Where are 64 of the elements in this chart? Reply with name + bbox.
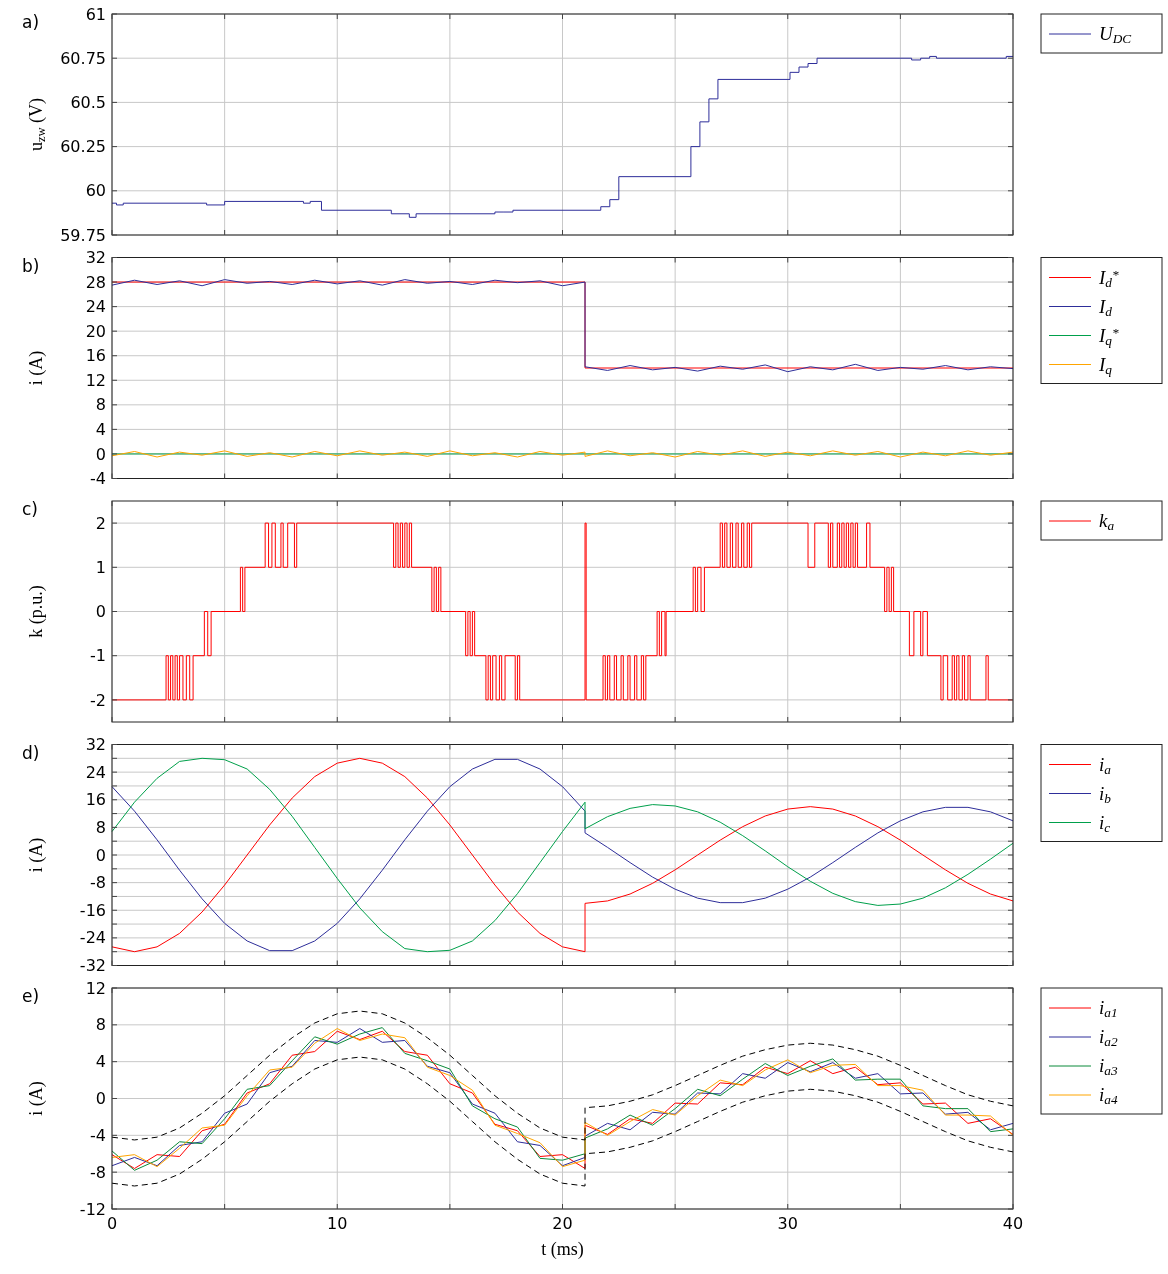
y-tick-label: -4	[90, 1125, 106, 1145]
y-tick-label: 8	[95, 817, 106, 837]
x-tick-label: 20	[552, 1214, 573, 1233]
x-axis-title: t (ms)	[541, 1239, 584, 1260]
y-tick-label: 32	[85, 735, 106, 755]
x-tick-label: 10	[327, 1214, 348, 1233]
legend-label: k$_{a}$	[1099, 510, 1115, 534]
text: b)	[22, 255, 40, 276]
y-tick-label: 60.75	[60, 48, 106, 68]
y-tick-label: -8	[90, 873, 106, 893]
y-tick-label: -4	[90, 469, 106, 489]
legend-label: i$_{c}$	[1099, 811, 1111, 835]
text: e)	[22, 986, 40, 1006]
y-tick-label: 59.75	[60, 225, 106, 245]
y-tick-label: 16	[85, 790, 106, 810]
y-tick-label: -12	[79, 1199, 106, 1219]
text: a)	[22, 12, 40, 32]
legend-label: i$_{a}$	[1099, 753, 1112, 777]
y-tick-label: 16	[85, 346, 106, 366]
y-tick-label: 20	[85, 321, 106, 341]
y-axis-title: i (A)	[26, 1081, 47, 1116]
y-tick-label: 32	[85, 248, 106, 268]
y-tick-label: 24	[85, 297, 106, 317]
legend-label: i$_{a4}$	[1099, 1084, 1118, 1108]
y-tick-label: -1	[90, 646, 106, 666]
y-tick-label: 28	[85, 272, 106, 292]
y-tick-label: -32	[79, 956, 106, 976]
y-tick-label: 8	[95, 1015, 106, 1035]
y-tick-label: 12	[85, 370, 106, 390]
y-axis-title: k (p.u.)	[26, 585, 47, 638]
y-axis-title: i (A)	[26, 837, 47, 873]
x-tick-label: 40	[1002, 1214, 1024, 1233]
y-tick-label: -24	[79, 928, 106, 948]
y-tick-label: 8	[95, 395, 106, 415]
y-tick-label: 60.5	[70, 93, 106, 112]
y-tick-label: 4	[95, 1052, 106, 1072]
y-tick-label: -16	[79, 900, 106, 920]
y-tick-label: 24	[85, 762, 106, 782]
y-axis-title: i (A)	[26, 350, 47, 386]
y-tick-label: 12	[85, 978, 106, 998]
x-tick-label: 30	[777, 1214, 798, 1233]
y-tick-label: 1	[95, 557, 106, 577]
y-tick-label: 0	[95, 845, 106, 865]
y-tick-label: 60	[85, 181, 106, 201]
legend-label: I$_{q}$	[1098, 353, 1113, 377]
y-tick-label: 60.25	[60, 137, 106, 157]
legend-label: i$_{b}$	[1099, 782, 1112, 806]
y-tick-label: 4	[95, 419, 106, 439]
y-tick-label: 0	[95, 602, 106, 622]
legend-label: i$_{a1}$	[1099, 997, 1118, 1021]
text: d)	[22, 742, 40, 763]
y-tick-label: 2	[95, 513, 106, 533]
text: c)	[22, 499, 38, 519]
y-tick-label: -8	[90, 1162, 106, 1182]
line-series	[111, 1010, 1014, 1141]
y-tick-label: 0	[95, 1089, 106, 1109]
legend-label: U$_{DC}$	[1099, 23, 1132, 47]
legend-label: i$_{a3}$	[1099, 1055, 1118, 1079]
y-tick-label: 61	[85, 4, 106, 24]
legend-label: i$_{a2}$	[1099, 1026, 1118, 1050]
line-series	[111, 1056, 1014, 1187]
y-tick-label: -2	[90, 690, 106, 710]
y-tick-label: 0	[95, 444, 106, 464]
legend-label: I$_{d}$	[1098, 295, 1113, 319]
